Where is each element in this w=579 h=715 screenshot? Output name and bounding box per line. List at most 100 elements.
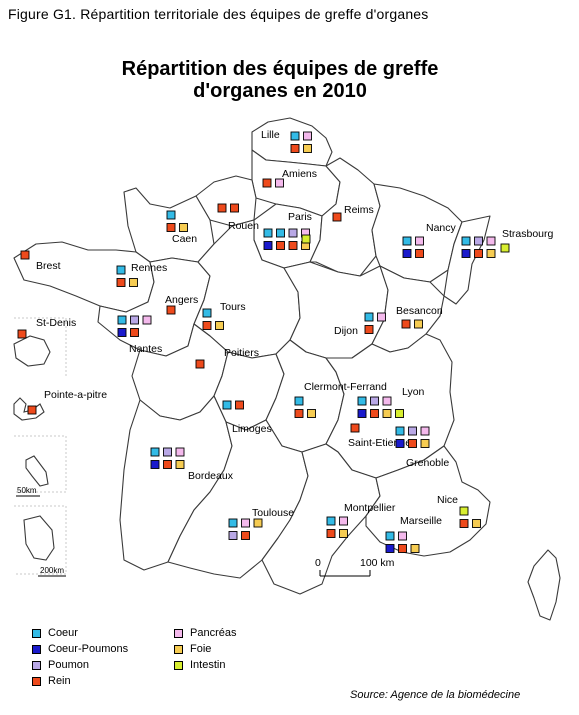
team-marker-coeur	[294, 396, 304, 406]
team-marker-rein	[235, 400, 244, 410]
team-marker-rein	[195, 359, 205, 369]
team-marker-intestin	[459, 506, 469, 516]
team-marker-pancreas	[175, 447, 185, 457]
team-marker-rein	[20, 250, 30, 260]
city-label: Clermont-Ferrand	[304, 381, 387, 393]
city-bordeaux: Bordeaux	[150, 447, 234, 482]
team-marker-coeur-poumons	[461, 249, 471, 258]
city-tours: Tours	[202, 301, 246, 330]
overseas-insets	[13, 335, 55, 561]
team-marker-rein	[350, 423, 360, 433]
city-rouen: Rouen	[217, 203, 259, 232]
city-lyon: Lyon	[357, 386, 425, 418]
team-marker-rein	[241, 531, 250, 540]
city-label: Grenoble	[406, 457, 449, 469]
legend-swatch-coeur-poumons	[32, 645, 41, 654]
team-marker-poumon	[408, 426, 417, 436]
city-label: St-Denis	[36, 317, 76, 329]
team-marker-coeur-poumons	[150, 460, 160, 469]
team-marker-coeur-poumons	[402, 249, 412, 258]
region-boundaries	[13, 117, 561, 621]
team-marker-pancreas	[275, 178, 284, 188]
team-marker-foie	[175, 460, 185, 469]
inset-guadeloupe	[13, 397, 45, 421]
team-marker-foie	[215, 321, 224, 330]
city-label: Lille	[261, 129, 280, 141]
legend-label: Foie	[190, 643, 212, 655]
team-marker-coeur	[116, 265, 126, 275]
team-marker-foie	[307, 409, 316, 418]
team-marker-coeur	[290, 131, 300, 141]
city-label: Poitiers	[224, 347, 259, 359]
team-marker-foie	[420, 439, 430, 448]
team-marker-rein	[230, 203, 239, 213]
main-scale-bar	[319, 570, 371, 577]
team-marker-foie	[303, 144, 312, 153]
legend-label: Poumon	[48, 659, 89, 671]
team-marker-coeur	[117, 315, 127, 325]
inset-scale-large: 200km	[40, 566, 64, 575]
city-label: Reims	[344, 204, 374, 216]
team-marker-rein	[459, 519, 469, 528]
city-label: Rennes	[131, 262, 167, 274]
team-marker-foie	[382, 409, 392, 418]
city-besancon: Besancon	[396, 305, 443, 329]
team-marker-coeur	[276, 228, 285, 238]
team-marker-poumon	[228, 531, 238, 540]
city-label: Lyon	[402, 386, 425, 398]
team-marker-pancreas	[382, 396, 392, 406]
team-marker-rein	[202, 321, 212, 330]
city-clermont-ferrand: Clermont-Ferrand	[294, 381, 387, 418]
team-marker-rein	[415, 249, 424, 258]
team-marker-rein	[332, 212, 342, 222]
team-marker-pancreas	[398, 531, 407, 541]
inset-scale-small: 50km	[17, 486, 37, 495]
city-label: Montpellier	[344, 502, 396, 514]
team-marker-coeur	[461, 236, 471, 246]
team-marker-coeur	[326, 516, 336, 526]
legend-label: Intestin	[190, 659, 226, 671]
team-marker-poumon	[130, 315, 139, 325]
city-nantes: Nantes	[117, 315, 162, 355]
region-bretagne	[13, 241, 155, 313]
city-nice: Nice	[437, 494, 481, 528]
city-saint-etienne: Saint-Etienne	[348, 423, 411, 449]
region-midi-pyrenees	[167, 419, 309, 579]
team-marker-coeur	[202, 308, 212, 318]
city-label: Caen	[172, 233, 197, 245]
team-marker-rein	[408, 439, 417, 448]
inset-martinique	[25, 455, 49, 487]
legend-label: Rein	[48, 675, 71, 687]
team-marker-coeur	[395, 426, 405, 436]
city-grenoble: Grenoble	[395, 426, 449, 469]
city-amiens: Amiens	[262, 168, 317, 188]
team-marker-rein	[276, 241, 285, 250]
team-marker-coeur	[166, 210, 176, 220]
team-marker-coeur	[228, 518, 238, 528]
city-label: Brest	[36, 260, 61, 272]
team-marker-coeur-poumons	[385, 544, 395, 553]
legend-swatch-poumon	[32, 661, 41, 670]
team-marker-coeur	[402, 236, 412, 246]
team-marker-foie	[410, 544, 420, 553]
team-marker-coeur	[357, 396, 367, 406]
legend-label: Coeur-Poumons	[48, 643, 129, 655]
legend-label: Pancréas	[190, 627, 237, 639]
scale-label-start: 0	[315, 557, 321, 569]
team-marker-coeur-poumons	[395, 439, 405, 448]
team-marker-rein	[294, 409, 304, 418]
legend-swatch-foie	[174, 645, 183, 654]
team-marker-rein	[27, 405, 37, 415]
team-marker-rein	[474, 249, 483, 258]
legend-swatch-coeur	[32, 629, 41, 638]
city-strasbourg: Strasbourg	[461, 228, 554, 258]
team-marker-pancreas	[339, 516, 348, 526]
team-marker-coeur-poumons	[263, 241, 273, 250]
team-marker-rein	[262, 178, 272, 188]
city-label: Tours	[220, 301, 246, 313]
region-corse	[527, 549, 561, 621]
region-paca	[365, 445, 491, 557]
team-marker-rein	[166, 305, 176, 315]
team-marker-coeur-poumons	[357, 409, 367, 418]
team-marker-rein	[288, 241, 298, 250]
